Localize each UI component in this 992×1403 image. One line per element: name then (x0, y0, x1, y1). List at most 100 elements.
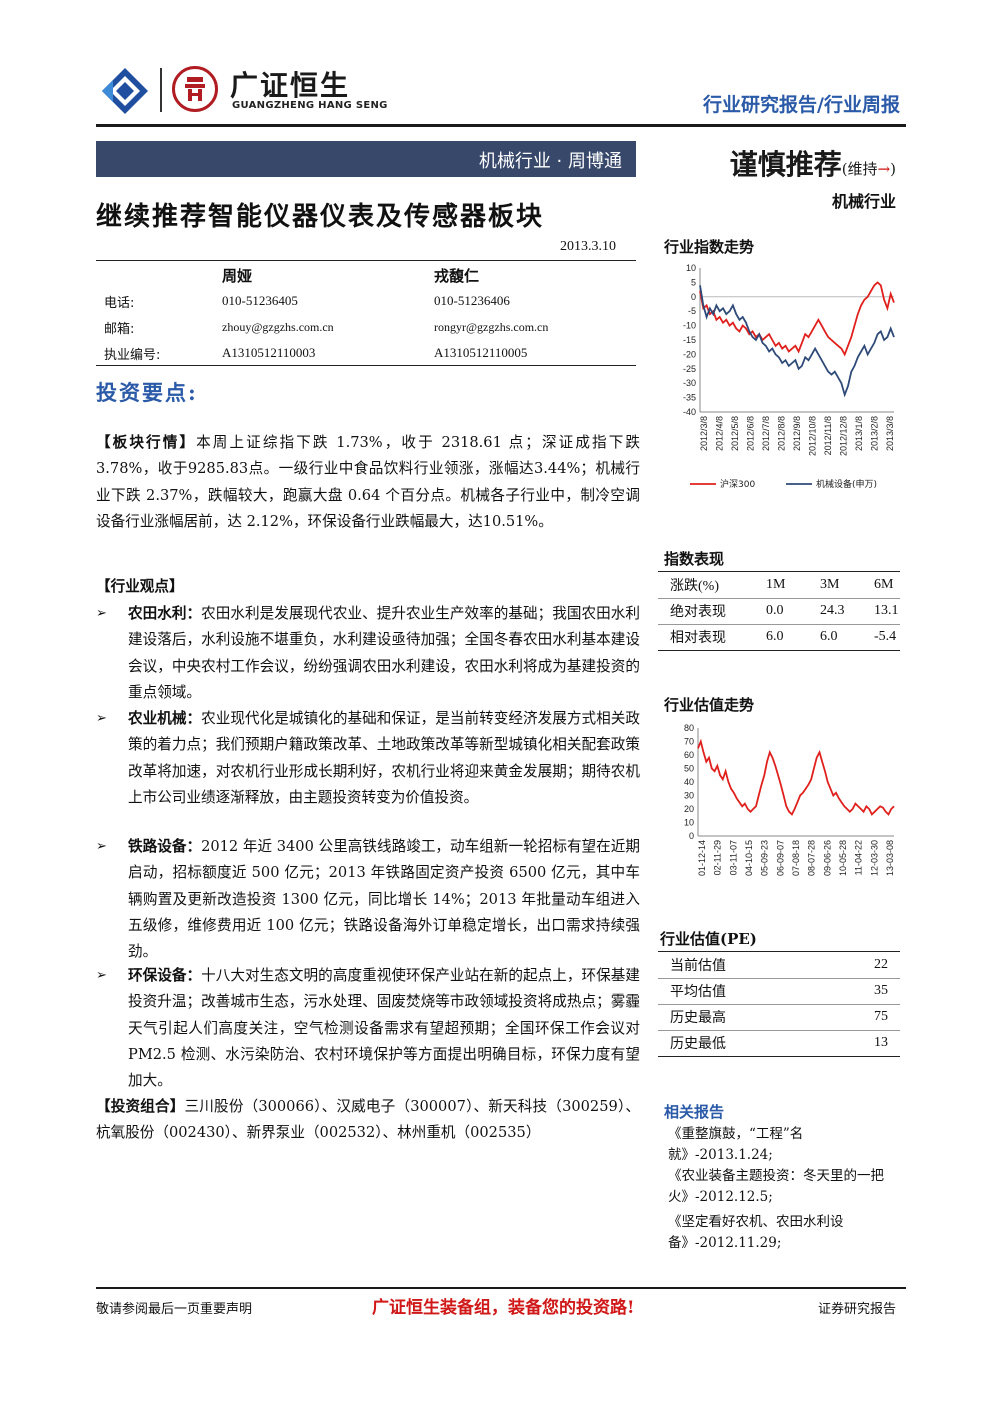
pe-label: 平均估值 (670, 985, 726, 1000)
related-report-link[interactable]: 《农业装备主题投资：冬天里的一把火》-2012.12.5; (668, 1168, 884, 1205)
series-line (697, 738, 895, 816)
related-report-link[interactable]: 《坚定看好农机、农田水利设备》-2012.11.29; (668, 1214, 844, 1251)
footer-slogan: 广证恒生装备组，装备您的投资路! (372, 1298, 635, 1318)
logo-divider (160, 68, 162, 112)
x-tick-label: 2012/6/8 (746, 416, 756, 451)
y-tick-label: 5 (691, 277, 696, 287)
author-license-1: A1310512110003 (222, 345, 316, 360)
x-tick-label: 05-09-23 (760, 840, 770, 876)
table-cell: 0.0 (766, 603, 784, 618)
view-tag: 环保设备： (128, 967, 202, 984)
x-tick-label: 2012/10/8 (808, 416, 818, 456)
report-type: 行业研究报告/行业周报 (703, 94, 900, 116)
y-tick-label: 50 (684, 764, 694, 774)
y-tick-label: -5 (688, 306, 696, 316)
x-tick-label: 2012/11/8 (823, 416, 833, 455)
y-tick-label: -15 (683, 335, 696, 345)
portfolio-text: 三川股份（300066）、汉威电子（300007）、新天科技（300259）、杭… (96, 1098, 640, 1142)
y-tick-label: -35 (683, 393, 696, 403)
x-tick-label: 06-09-07 (775, 840, 785, 876)
view-tag: 农田水利： (128, 605, 202, 622)
index-perf-rule-bottom (658, 650, 900, 651)
y-tick-label: 30 (684, 791, 694, 801)
author-label: 执业编号: (104, 347, 161, 363)
legend-label: 机械设备(申万) (816, 478, 877, 490)
rating-close: ) (890, 160, 896, 178)
x-tick-label: 03-11-07 (728, 840, 738, 875)
table-row: 绝对表现 0.0 24.3 13.1 (660, 598, 899, 624)
view-item: ➢ 铁路设备：2012 年近 3400 公里高铁线路竣工，动车组新一轮招标有望在… (96, 834, 640, 965)
y-tick-label: 10 (686, 263, 696, 273)
section-title: 投资要点: (96, 380, 198, 405)
x-tick-label: 2013/2/8 (870, 416, 880, 451)
footer-rule (96, 1287, 906, 1289)
x-tick-label: 2012/12/8 (839, 416, 849, 456)
author-name-1: 周娅 (222, 266, 253, 285)
x-tick-label: 2013/1/8 (854, 416, 864, 451)
industry-banner: 机械行业 · 周博通 (96, 141, 636, 177)
x-tick-label: 01-12-14 (697, 840, 707, 876)
view-tag: 铁路设备： (128, 838, 202, 855)
valuation-trend-chart: 80 70 60 50 40 30 20 10 001-12-14 02-11-29 03-11-0… (684, 723, 895, 876)
author-rule-bottom (96, 365, 636, 366)
view-item: ➢ 农田水利：农田水利是发展现代农业、提升农业生产效率的基础；我国农田水利建设落… (96, 601, 640, 706)
y-tick-label: -20 (683, 349, 696, 359)
index-perf-rule-top (658, 571, 900, 572)
table-cell: 相对表现 (670, 631, 726, 646)
rating-arrow-icon: → (877, 160, 891, 178)
y-tick-label: -25 (683, 364, 696, 374)
views-title: 【行业观点】 (96, 578, 184, 595)
x-tick-label: 2012/8/8 (777, 416, 787, 451)
x-tick-label: 12-03-30 (869, 840, 879, 876)
author-label: 电话: (104, 295, 135, 311)
brand-logo-icon (102, 68, 148, 114)
related-report-link[interactable]: 《重整旗鼓，“工程”名就》-2013.1.24; (668, 1126, 804, 1163)
company-name: 广证恒生 (230, 69, 351, 102)
market-text: 本周上证综指下跌 1.73%，收于 2318.61 点；深证成指下跌3.78%，… (96, 434, 640, 530)
series-line (699, 281, 895, 357)
pe-table: 当前估值 22 平均估值 35 历史最高 75 历史最低 13 (660, 952, 888, 1056)
author-row-email: 邮箱: zhouy@gzgzhs.com.cn rongyr@gzgzhs.co… (104, 314, 548, 340)
table-row: 涨跌(%) 1M 3M 6M (660, 572, 899, 598)
report-title: 继续推荐智能仪器仪表及传感器板块 (96, 202, 545, 232)
view-text: 农田水利是发展现代农业、提升农业生产效率的基础；我国农田水利建设落后，水利设施不… (128, 605, 640, 701)
author-phone-2: 010-51236406 (434, 293, 510, 308)
pe-label: 历史最低 (670, 1037, 726, 1052)
pe-value: 75 (874, 1009, 888, 1024)
table-row: 平均估值 35 (660, 978, 888, 1004)
y-tick-label: 40 (684, 777, 694, 787)
author-row-phone: 电话: 010-51236405 010-51236406 (104, 288, 548, 314)
index-perf-rule (658, 624, 900, 625)
view-tag: 农业机械： (128, 710, 202, 727)
bullet-arrow-icon: ➢ (96, 839, 107, 854)
author-email-2[interactable]: rongyr@gzgzhs.com.cn (434, 319, 549, 334)
x-tick-label: 2013/3/8 (885, 416, 895, 451)
index-perf-rule (658, 598, 900, 599)
banner-label: 机械行业 · 周博通 (478, 151, 622, 172)
market-paragraph: 【板块行情】本周上证综指下跌 1.73%，收于 2318.61 点；深证成指下跌… (96, 430, 640, 535)
x-tick-label: 07-08-18 (791, 840, 801, 876)
index-perf-title: 指数表现 (664, 550, 725, 568)
report-date: 2013.3.10 (560, 239, 616, 254)
table-cell: 绝对表现 (670, 605, 726, 620)
pe-label: 历史最高 (670, 1011, 726, 1026)
table-header-cell: 1M (766, 577, 786, 592)
bullet-arrow-icon: ➢ (96, 606, 107, 621)
author-phone-1: 010-51236405 (222, 293, 298, 308)
table-row: 当前估值 22 (660, 952, 888, 978)
bullet-arrow-icon: ➢ (96, 711, 107, 726)
y-tick-label: 80 (684, 723, 694, 733)
author-email-1[interactable]: zhouy@gzgzhs.com.cn (222, 319, 334, 334)
table-row: 历史最高 75 (660, 1004, 888, 1030)
x-tick-label: 2012/5/8 (730, 416, 740, 451)
x-tick-label: 08-07-28 (807, 840, 817, 876)
view-text: 2012 年近 3400 公里高铁线路竣工，动车组新一轮招标有望在近期启动，招标… (128, 838, 640, 961)
y-tick-label: -10 (683, 321, 696, 331)
legend-label: 沪深300 (720, 478, 755, 490)
pe-value: 22 (874, 957, 888, 972)
series-line (699, 285, 895, 398)
table-cell: 24.3 (820, 603, 845, 618)
author-rule-top (96, 260, 636, 261)
author-row-license: 执业编号: A1310512110003 A1310512110005 (104, 340, 548, 366)
rating: 谨慎推荐(维持→) (730, 143, 896, 183)
